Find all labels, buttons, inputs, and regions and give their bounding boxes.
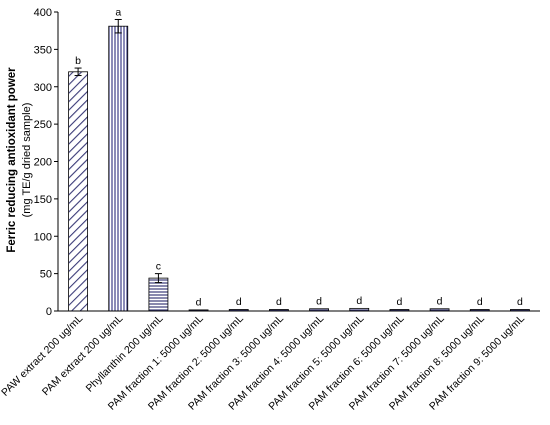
significance-letter: d [477, 296, 483, 308]
significance-letter: c [156, 261, 161, 273]
error-bar [114, 18, 122, 34]
significance-letter: d [236, 296, 242, 308]
significance-letter: a [115, 6, 121, 18]
x-tick-label: Phyllanthin 200 ug/mL [84, 313, 166, 395]
y-tick-label: 300 [34, 82, 52, 94]
significance-letter: d [517, 296, 523, 308]
y-axis-label: Ferric reducing antioxidant power [6, 67, 18, 253]
y-tick-label: 100 [34, 231, 52, 243]
bars [68, 25, 530, 312]
y-axis-title: Ferric reducing antioxidant power (mg TE… [6, 67, 33, 253]
significance-letter: d [356, 295, 362, 307]
bar [68, 71, 88, 312]
error-bars [74, 18, 162, 284]
significance-letter: d [316, 295, 322, 307]
significance-letter: d [276, 296, 282, 308]
y-tick-label: 150 [34, 194, 52, 206]
y-axis-unit-label: (mg TE/g dried sample) [21, 103, 33, 218]
significance-letter: d [437, 295, 443, 307]
y-tick-label: 350 [34, 44, 52, 56]
significance-letter: d [396, 296, 402, 308]
y-axis-ticks: 0 50 100 150 200 250 300 350 400 [34, 7, 58, 318]
bar [108, 25, 129, 312]
significance-letter: d [196, 297, 202, 309]
y-tick-label: 200 [34, 157, 52, 169]
significance-letter: b [75, 55, 81, 67]
y-tick-label: 250 [34, 119, 52, 131]
error-bar [74, 67, 82, 77]
error-bar [154, 273, 162, 284]
y-tick-label: 0 [46, 306, 52, 318]
y-tick-label: 400 [34, 7, 52, 19]
x-tick-label: PAM extract 200 ug/mL [40, 313, 126, 399]
axes [57, 12, 540, 312]
significance-labels: b a c d d d d d d d d d [75, 6, 523, 308]
y-tick-label: 50 [40, 269, 52, 281]
